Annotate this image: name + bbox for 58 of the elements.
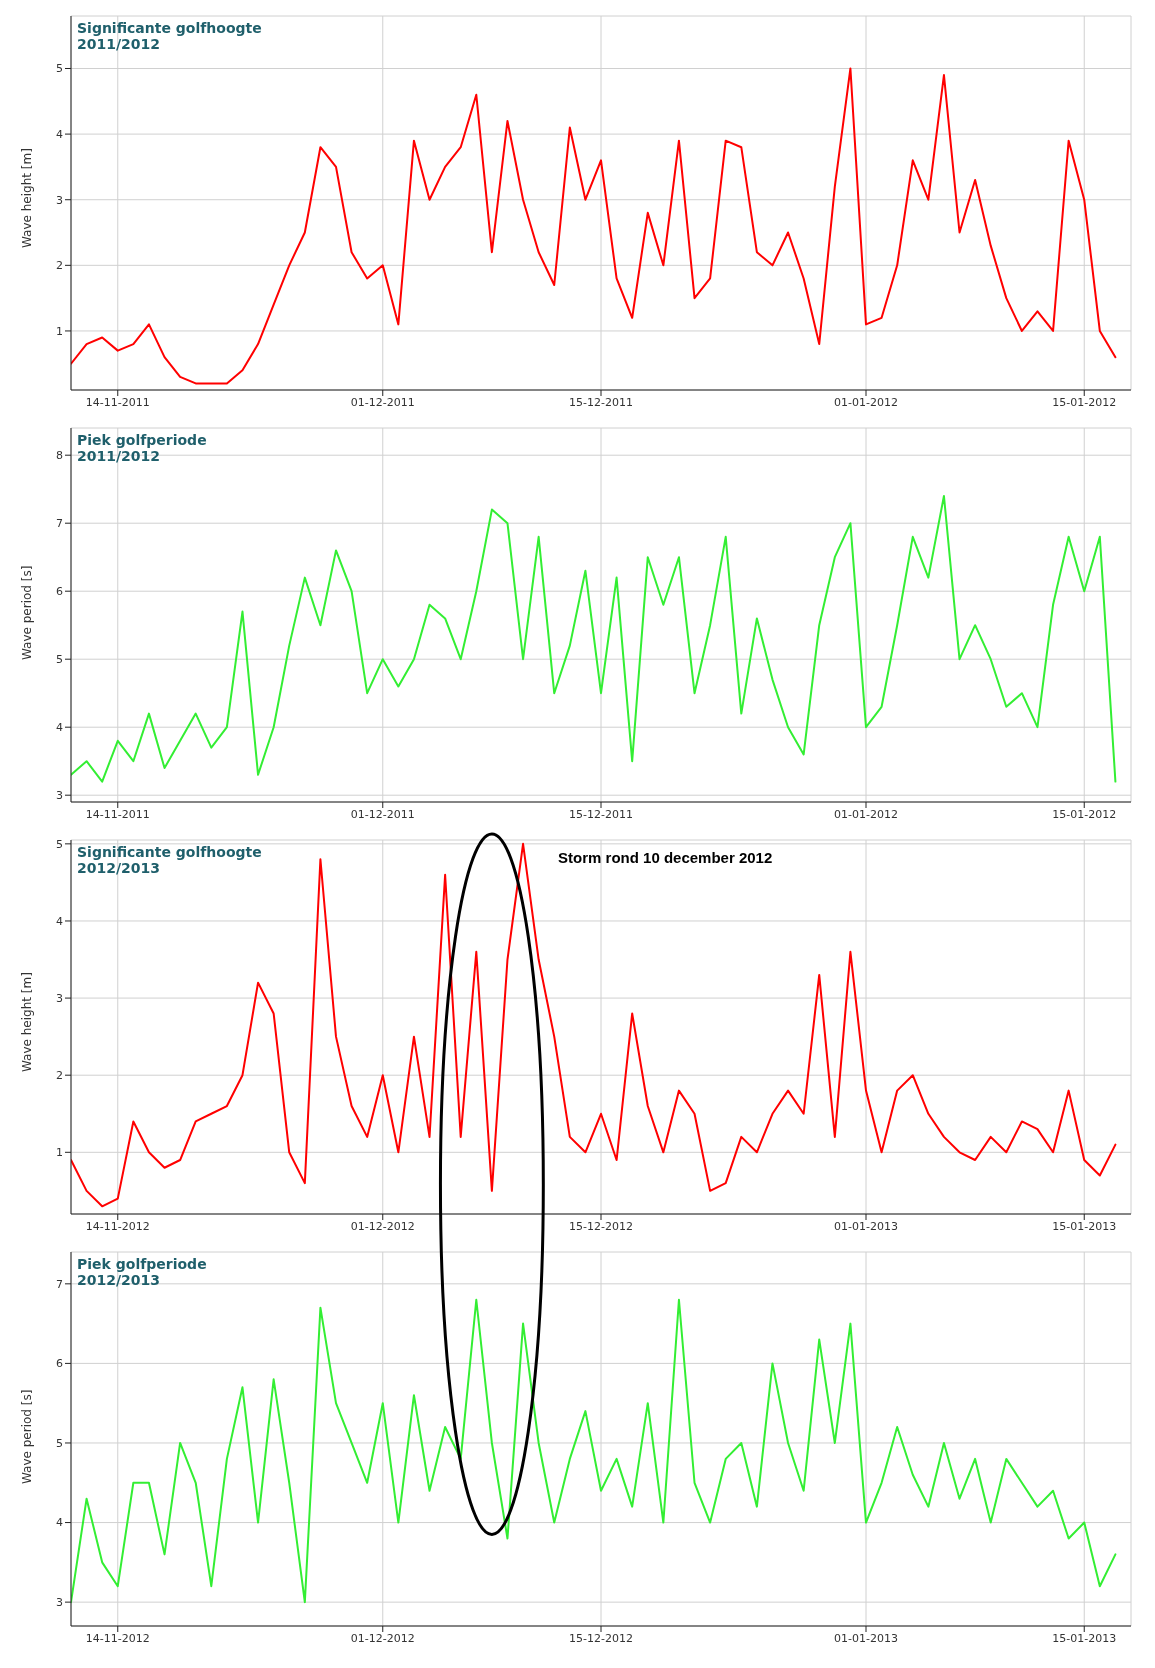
line-series <box>71 1298 1117 1604</box>
chart-title: Significante golfhoogte <box>77 20 262 36</box>
x-tick-label: 15-01-2013 <box>1052 1219 1117 1233</box>
y-tick-label: 3 <box>56 193 63 207</box>
x-tick-label: 15-01-2013 <box>1052 1631 1117 1645</box>
chart-title: Piek golfperiode <box>77 432 207 448</box>
y-tick-label: 5 <box>56 837 63 851</box>
y-tick-label: 7 <box>56 517 63 531</box>
y-axis-title: Wave period [s] <box>20 1389 35 1484</box>
y-tick-label: 5 <box>56 1436 63 1450</box>
text: 2012/2013 <box>77 1272 162 1288</box>
y-tick-label: 4 <box>56 914 63 928</box>
x-tick-label: 14-11-2011 <box>85 395 150 409</box>
y-tick-label: 5 <box>56 62 63 76</box>
y-tick-label: 6 <box>56 585 63 599</box>
y-tick-label: 7 <box>56 1277 63 1291</box>
line-series <box>71 67 1117 385</box>
x-tick-label: 15-01-2012 <box>1052 395 1117 409</box>
y-axis-title: Wave height [m] <box>20 148 35 248</box>
x-tick-label: 01-12-2012 <box>350 1219 415 1233</box>
y-tick-label: 2 <box>56 259 63 273</box>
x-tick-label: 15-12-2011 <box>569 395 633 409</box>
x-tick-label: 14-11-2012 <box>85 1631 150 1645</box>
x-tick-label: 15-01-2012 <box>1052 807 1117 821</box>
x-tick-label: 15-12-2012 <box>569 1219 633 1233</box>
y-tick-label: 6 <box>56 1357 63 1371</box>
y-tick-label: 3 <box>56 789 63 803</box>
y-tick-label: 5 <box>56 653 63 667</box>
x-tick-label: 01-01-2012 <box>834 395 898 409</box>
y-tick-label: 3 <box>56 991 63 1005</box>
line-series <box>71 495 1117 783</box>
text: 2011/2012 <box>77 36 162 52</box>
chart-title: Piek golfperiode <box>77 1256 207 1272</box>
y-axis-title: Wave period [s] <box>20 565 35 660</box>
annotation: Storm rond 10 december 2012 <box>558 849 773 867</box>
line-series <box>71 842 1117 1208</box>
x-tick-label: 01-12-2012 <box>350 1631 415 1645</box>
x-tick-label: 01-01-2013 <box>834 1631 898 1645</box>
y-tick-label: 4 <box>56 128 63 142</box>
chart-title: Significante golfhoogte <box>77 844 262 860</box>
x-tick-label: 15-12-2011 <box>569 807 633 821</box>
x-tick-label: 01-12-2011 <box>350 807 415 821</box>
x-tick-label: 14-11-2012 <box>85 1219 150 1233</box>
text: 2011/2012 <box>77 448 162 464</box>
x-tick-label: 01-01-2013 <box>834 1219 898 1233</box>
y-tick-label: 3 <box>56 1596 63 1610</box>
y-tick-label: 2 <box>56 1069 63 1083</box>
y-tick-label: 4 <box>56 1516 63 1530</box>
x-tick-label: 01-01-2012 <box>834 807 898 821</box>
x-tick-label: 01-12-2011 <box>350 395 415 409</box>
x-tick-label: 14-11-2011 <box>85 807 150 821</box>
text: 2012/2013 <box>77 860 162 876</box>
y-tick-label: 1 <box>56 1146 63 1160</box>
y-tick-label: 1 <box>56 324 63 338</box>
y-axis-title: Wave height [m] <box>20 972 35 1072</box>
y-tick-label: 4 <box>56 721 63 735</box>
x-tick-label: 15-12-2012 <box>569 1631 633 1645</box>
y-tick-label: 8 <box>56 449 63 463</box>
